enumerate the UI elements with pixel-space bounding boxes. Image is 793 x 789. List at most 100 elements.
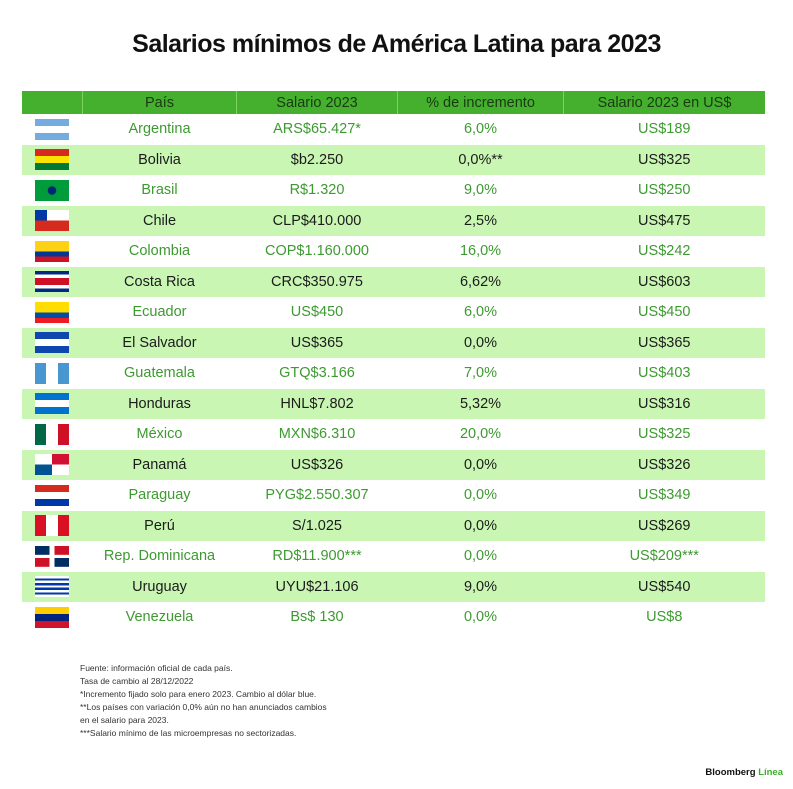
salario-cell: US$326 — [236, 449, 398, 480]
usd-cell: US$540 — [563, 571, 765, 602]
venezuela-flag-icon — [35, 606, 70, 628]
flag-cell — [22, 419, 83, 450]
usd-cell: US$450 — [563, 297, 765, 328]
table-row: Venezuela Bs$ 130 0,0% US$8 — [22, 602, 765, 633]
table-row: Argentina ARS$65.427* 6,0% US$189 — [22, 114, 765, 145]
header-flag — [22, 91, 83, 114]
incremento-cell: 0,0% — [397, 480, 564, 511]
pais-cell: Colombia — [82, 236, 237, 267]
flag-cell — [22, 175, 83, 206]
flag-cell — [22, 236, 83, 267]
flag-cell — [22, 297, 83, 328]
incremento-cell: 16,0% — [397, 236, 564, 267]
incremento-cell: 6,0% — [397, 114, 564, 145]
panama-flag-icon — [35, 454, 70, 476]
logo-sub: Línea — [758, 767, 783, 778]
incremento-cell: 9,0% — [397, 571, 564, 602]
incremento-cell: 7,0% — [397, 358, 564, 389]
pais-cell: Panamá — [82, 449, 237, 480]
colombia-flag-icon — [35, 240, 70, 262]
table-row: Perú S/1.025 0,0% US$269 — [22, 510, 765, 541]
incremento-cell: 0,0%** — [397, 144, 564, 175]
pais-cell: Brasil — [82, 175, 237, 206]
pais-cell: Chile — [82, 205, 237, 236]
salario-cell: $b2.250 — [236, 144, 398, 175]
usd-cell: US$269 — [563, 510, 765, 541]
salario-cell: RD$11.900*** — [236, 541, 398, 572]
logo-brand: Bloomberg — [705, 767, 756, 778]
salario-cell: CLP$410.000 — [236, 205, 398, 236]
usd-cell: US$189 — [563, 114, 765, 145]
bloomberg-linea-logo: Bloomberg Línea — [705, 767, 783, 778]
incremento-cell: 5,32% — [397, 388, 564, 419]
pais-cell: Paraguay — [82, 480, 237, 511]
incremento-cell: 0,0% — [397, 541, 564, 572]
table-row: Uruguay UYU$21.106 9,0% US$540 — [22, 571, 765, 602]
table-row: Panamá US$326 0,0% US$326 — [22, 449, 765, 480]
pais-cell: México — [82, 419, 237, 450]
pais-cell: Honduras — [82, 388, 237, 419]
footnote-line: Tasa de cambio al 28/12/2022 — [80, 676, 194, 686]
header-usd: Salario 2023 en US$ — [563, 91, 765, 114]
usd-cell: US$242 — [563, 236, 765, 267]
incremento-cell: 20,0% — [397, 419, 564, 450]
flag-cell — [22, 541, 83, 572]
el-salvador-flag-icon — [35, 332, 70, 354]
usd-cell: US$603 — [563, 266, 765, 297]
usd-cell: US$475 — [563, 205, 765, 236]
flag-cell — [22, 602, 83, 633]
salario-cell: ARS$65.427* — [236, 114, 398, 145]
footnotes: Fuente: información oficial de cada país… — [80, 662, 327, 740]
incremento-cell: 0,0% — [397, 449, 564, 480]
incremento-cell: 0,0% — [397, 510, 564, 541]
pais-cell: Rep. Dominicana — [82, 541, 237, 572]
usd-cell: US$8 — [563, 602, 765, 633]
table-row: El Salvador US$365 0,0% US$365 — [22, 327, 765, 358]
table-row: Brasil R$1.320 9,0% US$250 — [22, 175, 765, 206]
table-row: Guatemala GTQ$3.166 7,0% US$403 — [22, 358, 765, 389]
table-row: Chile CLP$410.000 2,5% US$475 — [22, 205, 765, 236]
salario-cell: US$365 — [236, 327, 398, 358]
table-row: Bolivia $b2.250 0,0%** US$325 — [22, 144, 765, 175]
usd-cell: US$250 — [563, 175, 765, 206]
table-row: Paraguay PYG$2.550.307 0,0% US$349 — [22, 480, 765, 511]
pais-cell: Venezuela — [82, 602, 237, 633]
incremento-cell: 2,5% — [397, 205, 564, 236]
salario-cell: UYU$21.106 — [236, 571, 398, 602]
ecuador-flag-icon — [35, 301, 70, 323]
salario-cell: MXN$6.310 — [236, 419, 398, 450]
salario-cell: HNL$7.802 — [236, 388, 398, 419]
flag-cell — [22, 388, 83, 419]
guatemala-flag-icon — [35, 362, 70, 384]
flag-cell — [22, 449, 83, 480]
flag-cell — [22, 571, 83, 602]
brazil-flag-icon — [35, 179, 70, 201]
honduras-flag-icon — [35, 393, 70, 415]
table-row: Honduras HNL$7.802 5,32% US$316 — [22, 388, 765, 419]
salario-cell: R$1.320 — [236, 175, 398, 206]
header-salario: Salario 2023 — [236, 91, 398, 114]
salary-table: País Salario 2023 % de incremento Salari… — [22, 91, 765, 633]
paraguay-flag-icon — [35, 484, 70, 506]
chile-flag-icon — [35, 210, 70, 232]
argentina-flag-icon — [35, 118, 70, 140]
footnote-line: Fuente: información oficial de cada país… — [80, 663, 233, 673]
flag-cell — [22, 358, 83, 389]
flag-cell — [22, 266, 83, 297]
salario-cell: PYG$2.550.307 — [236, 480, 398, 511]
usd-cell: US$403 — [563, 358, 765, 389]
usd-cell: US$325 — [563, 144, 765, 175]
table-header: País Salario 2023 % de incremento Salari… — [22, 91, 765, 114]
footnote-line: en el salario para 2023. — [80, 715, 169, 725]
incremento-cell: 0,0% — [397, 327, 564, 358]
salario-cell: CRC$350.975 — [236, 266, 398, 297]
uruguay-flag-icon — [35, 576, 70, 598]
salario-cell: Bs$ 130 — [236, 602, 398, 633]
table-row: Ecuador US$450 6,0% US$450 — [22, 297, 765, 328]
mexico-flag-icon — [35, 423, 70, 445]
incremento-cell: 9,0% — [397, 175, 564, 206]
salario-cell: COP$1.160.000 — [236, 236, 398, 267]
flag-cell — [22, 144, 83, 175]
peru-flag-icon — [35, 515, 70, 537]
flag-cell — [22, 205, 83, 236]
